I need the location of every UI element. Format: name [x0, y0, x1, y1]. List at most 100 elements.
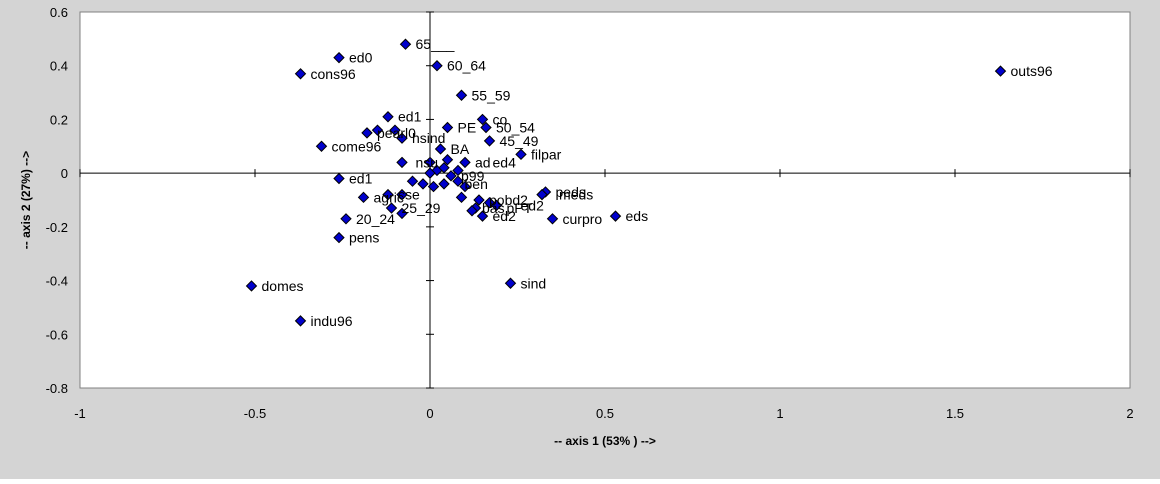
data-point: [452, 175, 464, 187]
data-point: [294, 315, 307, 327]
data-point: [473, 194, 485, 206]
data-point: [455, 89, 468, 101]
data-point: [434, 143, 447, 155]
y-tick-label: -0.4: [46, 274, 68, 289]
data-point: [445, 170, 457, 182]
data-label: ed1: [398, 109, 422, 125]
data-label: 55_59: [472, 87, 511, 103]
data-label: curpro: [563, 211, 603, 227]
data-point: [417, 178, 429, 190]
data-point: [536, 188, 548, 201]
data-point: [994, 65, 1007, 77]
data-point: [333, 231, 345, 244]
data-point: [389, 124, 401, 136]
data-point: [431, 60, 443, 72]
data-annotation: pearl0: [377, 125, 416, 141]
data-point: [424, 167, 436, 179]
data-label: filpar: [531, 146, 562, 162]
data-label: hsind: [412, 130, 445, 146]
data-label: sind: [521, 275, 547, 291]
data-point: [546, 213, 559, 225]
axes: [79, 11, 1131, 389]
data-point: [455, 191, 468, 204]
y-tick-label: 0.2: [50, 112, 68, 127]
data-point: [441, 121, 454, 134]
data-point: [396, 132, 408, 144]
data-point: [294, 68, 307, 80]
data-annotation: cse: [398, 187, 420, 203]
x-axis-title: -- axis 1 (53% ) -->: [554, 434, 656, 448]
data-label: ed1: [349, 171, 373, 187]
data-annotation: p99: [461, 168, 485, 184]
data-label: peds: [556, 184, 586, 200]
data-point: [382, 111, 394, 123]
data-annotation: ed4: [493, 154, 517, 170]
data-label: pens: [349, 230, 379, 246]
data-point: [245, 280, 258, 292]
x-tick-label: -0.5: [244, 406, 266, 421]
data-point: [427, 180, 440, 193]
data-point: [333, 51, 345, 64]
data-point: [357, 191, 370, 204]
data-label: ed0: [349, 50, 373, 66]
data-label: outs96: [1011, 63, 1053, 79]
data-point: [441, 154, 454, 166]
y-tick-label: -0.2: [46, 220, 68, 235]
data-point: [315, 140, 328, 152]
tick-labels: -1 -0.5 0 0.5 1 1.5 2 -0.8 -0.6 -0.4 -0.2 0 0.2 0.4 0.…: [46, 5, 1134, 421]
data-label: cons96: [311, 66, 356, 82]
data-point: [490, 199, 503, 212]
data-point: [438, 178, 450, 190]
data-label: 65___: [416, 36, 455, 52]
data-label: come96: [332, 138, 382, 154]
data-points: [245, 38, 1007, 327]
data-label: ed2: [493, 208, 517, 224]
data-label: agric: [374, 189, 404, 205]
x-tick-label: 0.5: [596, 406, 614, 421]
data-point: [361, 127, 373, 139]
data-label: indu96: [311, 313, 353, 329]
data-annotation: meds: [559, 187, 593, 203]
data-annotation: pobd2: [489, 192, 528, 208]
data-point: [396, 188, 408, 201]
data-point: [476, 210, 489, 222]
data-point: [424, 156, 436, 169]
y-tick-label: -0.6: [46, 327, 68, 342]
data-point: [609, 210, 622, 222]
y-tick-label: 0.6: [50, 5, 68, 20]
data-label: 60_64: [447, 58, 486, 74]
data-label: eds: [626, 208, 649, 224]
y-tick-label: 0: [61, 166, 68, 181]
data-point: [385, 202, 398, 214]
y-axis-title: -- axis 2 (27%) -->: [19, 151, 33, 249]
data-annotation: ed2: [521, 197, 545, 213]
data-annotation: ad: [475, 154, 491, 170]
plot-area: [79, 11, 1131, 389]
x-tick-label: -1: [74, 406, 86, 421]
data-annotation: pPT: [507, 200, 533, 216]
x-tick-label: 0: [426, 406, 433, 421]
data-point: [399, 38, 412, 50]
data-annotation: nsu: [416, 154, 439, 170]
data-point: [340, 213, 352, 225]
data-label: BA: [451, 141, 470, 157]
x-tick-label: 1.5: [946, 406, 964, 421]
data-label: co: [493, 111, 508, 127]
data-label: 25_29: [402, 200, 441, 216]
data-point: [480, 121, 492, 134]
data-annotation: ben: [465, 176, 488, 192]
data-label: 45_49: [500, 133, 539, 149]
data-point: [466, 205, 478, 217]
x-tick-label: 2: [1126, 406, 1133, 421]
data-point: [515, 148, 527, 161]
data-point: [396, 207, 408, 220]
data-point: [371, 124, 384, 136]
data-point: [459, 180, 471, 193]
data-annotation: bas: [482, 200, 505, 216]
y-tick-label: -0.8: [46, 381, 68, 396]
data-label: PE: [458, 119, 477, 135]
y-tick-label: 0.4: [50, 59, 68, 74]
data-point: [382, 188, 394, 201]
